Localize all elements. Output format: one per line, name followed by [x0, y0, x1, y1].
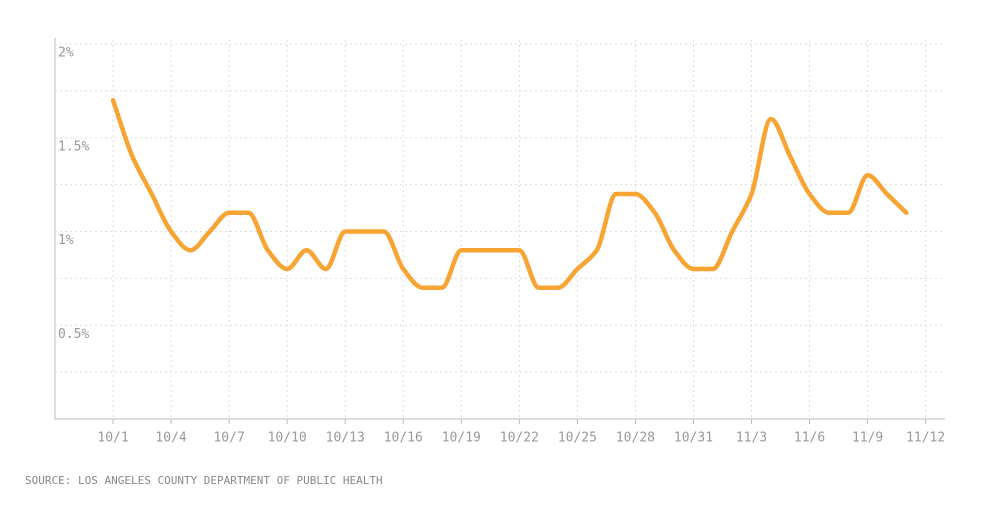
x-tick-label: 10/1 [97, 431, 128, 446]
y-tick-label: 1.5% [58, 139, 89, 154]
x-tick-label: 10/25 [558, 431, 597, 446]
x-tick-label: 10/16 [384, 431, 423, 446]
y-tick-label: 2% [58, 46, 74, 61]
x-tick-label: 10/13 [326, 431, 365, 446]
y-tick-label: 0.5% [58, 327, 89, 342]
y-tick-label: 1% [58, 233, 74, 248]
x-tick-label: 10/7 [213, 431, 244, 446]
x-tick-label: 10/22 [500, 431, 539, 446]
x-tick-label: 11/6 [794, 431, 825, 446]
x-tick-label: 10/28 [616, 431, 655, 446]
x-tick-label: 10/31 [674, 431, 713, 446]
x-tick-label: 11/9 [852, 431, 883, 446]
x-tick-label: 10/19 [442, 431, 481, 446]
x-tick-label: 10/10 [268, 431, 307, 446]
x-tick-label: 11/3 [736, 431, 767, 446]
data-line [110, 98, 909, 290]
x-tick-label: 10/4 [155, 431, 186, 446]
source-note: SOURCE: LOS ANGELES COUNTY DEPARTMENT OF… [25, 474, 383, 487]
x-tick-label: 11/12 [906, 431, 945, 446]
